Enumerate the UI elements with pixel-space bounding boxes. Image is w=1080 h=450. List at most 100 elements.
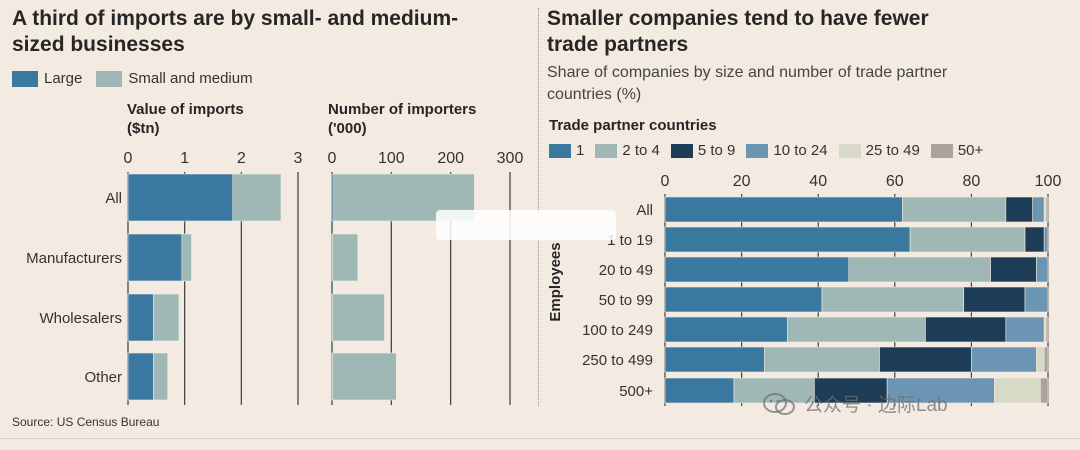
right-subtitle-line1: Share of companies by size and number of… [547,64,948,81]
trade-bar-500-25-to-49 [994,377,1041,404]
trade-bar-1-to-19-2-to-4 [909,226,1026,253]
trade-bar-500-5-to-9 [814,377,888,404]
value-category-label-all: All [105,190,122,207]
trade-bar-all-2-to-4 [902,196,1007,223]
count-bar-manufacturers-small-and-medium [331,233,359,282]
value-category-label-manufacturers: Manufacturers [26,250,122,267]
value-bar-manufacturers-small-and-medium [181,233,192,282]
value-bar-other-small-and-medium [153,352,168,401]
trade-legend-label-1: 1 [576,142,585,159]
watermark-text: 公众号 · 边际Lab [804,395,948,416]
right-title: Smaller companies tend to have fewer tra… [547,6,929,58]
trade-legend-item-10-24: 10 to 24 [746,142,828,159]
trade-bar-100-to-249-2-to-4 [787,316,926,343]
trade-bar-100-to-249-10-to-24 [1005,316,1045,343]
legend-label-large: Large [44,70,83,87]
count-tick-label-0: 0 [328,150,337,167]
trade-tick-label-20: 20 [733,173,751,190]
count-tick-label-100: 100 [378,150,405,167]
left-legend: Large Small and medium [12,70,267,87]
trade-category-label-1-to-19: 1 to 19 [607,232,653,249]
right-subtitle: Share of companies by size and number of… [547,62,947,106]
trade-bar-250-to-499-5-to-9 [879,346,972,373]
count-tick-label-300: 300 [497,150,524,167]
value-category-label-wholesalers: Wholesalers [39,310,122,327]
trade-category-label-all: All [636,202,653,219]
legend-swatch-small-medium [96,70,123,87]
trade-legend-item-5-9: 5 to 9 [670,142,736,159]
trade-category-label-250-to-499: 250 to 499 [582,352,653,369]
legend-label-small-medium: Small and medium [128,70,253,87]
left-title-line1: A third of imports are by small- and med… [12,7,459,30]
trade-legend-title: Trade partner countries [549,117,717,134]
trade-bar-250-to-499-2-to-4 [764,346,880,373]
trade-legend-label-25-49: 25 to 49 [865,142,920,159]
trade-tick-label-0: 0 [661,173,670,190]
trade-tick-label-40: 40 [809,173,827,190]
trade-legend: 1 2 to 4 5 to 9 10 to 24 25 to 49 50+ [549,142,994,159]
trade-legend-swatch-10-24 [746,143,769,158]
trade-legend-label-5-9: 5 to 9 [697,142,736,159]
trade-tick-label-100: 100 [1035,173,1062,190]
watermark: 公众号 · 边际Lab [762,390,948,417]
panel-divider [538,8,539,406]
trade-tick-label-60: 60 [886,173,904,190]
trade-bar-250-to-499-25-to-49 [1036,346,1045,373]
trade-category-label-500: 500+ [619,383,653,400]
trade-legend-item-25-49: 25 to 49 [838,142,920,159]
trade-bar-20-to-49-5-to-9 [990,256,1037,283]
trade-legend-label-10-24: 10 to 24 [773,142,828,159]
value-bar-wholesalers-large [127,293,154,342]
trade-legend-swatch-5-9 [670,143,693,158]
legend-item-small-medium: Small and medium [96,70,253,87]
trade-bar-500-2-to-4 [733,377,815,404]
count-tick-label-200: 200 [437,150,464,167]
trade-bar-100-to-249-50 [1045,316,1049,343]
trade-legend-label-50-plus: 50+ [957,142,984,159]
trade-bar-1-to-19-1 [664,226,911,253]
trade-legend-label-2-4: 2 to 4 [622,142,660,159]
trade-bar-500-50 [1040,377,1049,404]
value-tick-label-2: 2 [237,150,246,167]
trade-bar-1-to-19-5-to-9 [1024,226,1045,253]
value-bar-all-small-and-medium [232,173,282,222]
value-tick-label-1: 1 [180,150,189,167]
right-title-line2: trade partners [547,33,689,56]
trade-legend-item-50-plus: 50+ [930,142,984,159]
trade-category-label-20-to-49: 20 to 49 [599,262,653,279]
right-subtitle-line2: countries (%) [547,86,642,103]
value-panel-title-line2: ($tn) [127,120,160,137]
value-tick-label-0: 0 [124,150,133,167]
bottom-rule [0,438,1080,439]
value-panel-title: Value of imports ($tn) [127,100,244,138]
trade-bar-100-to-249-5-to-9 [925,316,1007,343]
trade-bar-500-1 [664,377,735,404]
trade-bar-20-to-49-1 [664,256,850,283]
trade-bar-1-to-19-10-to-24 [1043,226,1049,253]
trade-bar-50-to-99-1 [664,286,823,313]
trade-legend-swatch-2-4 [595,143,618,158]
trade-bar-250-to-499-10-to-24 [971,346,1037,373]
count-panel-title: Number of importers ('000) [328,100,476,138]
trade-bar-250-to-499-1 [664,346,765,373]
legend-swatch-large [12,70,38,87]
source-note: Source: US Census Bureau [12,415,160,429]
trade-bar-all-50 [1045,196,1049,223]
value-bar-wholesalers-small-and-medium [153,293,180,342]
trade-bar-all-10-to-24 [1032,196,1045,223]
value-bar-all-large [127,173,234,222]
trade-bar-50-to-99-2-to-4 [821,286,965,313]
trade-bar-50-to-99-10-to-24 [1024,286,1049,313]
trade-bar-500-10-to-24 [886,377,995,404]
trade-bar-20-to-49-2-to-4 [848,256,991,283]
count-bar-wholesalers-small-and-medium [331,293,385,342]
value-tick-label-3: 3 [294,150,303,167]
trade-axis-title: Employees [547,242,564,321]
value-bar-manufacturers-large [127,233,183,282]
left-title-line2: sized businesses [12,33,185,56]
trade-legend-swatch-1 [549,143,571,158]
trade-legend-item-1: 1 [549,142,584,159]
trade-legend-swatch-25-49 [838,143,861,158]
count-panel-title-line1: Number of importers [328,101,477,118]
